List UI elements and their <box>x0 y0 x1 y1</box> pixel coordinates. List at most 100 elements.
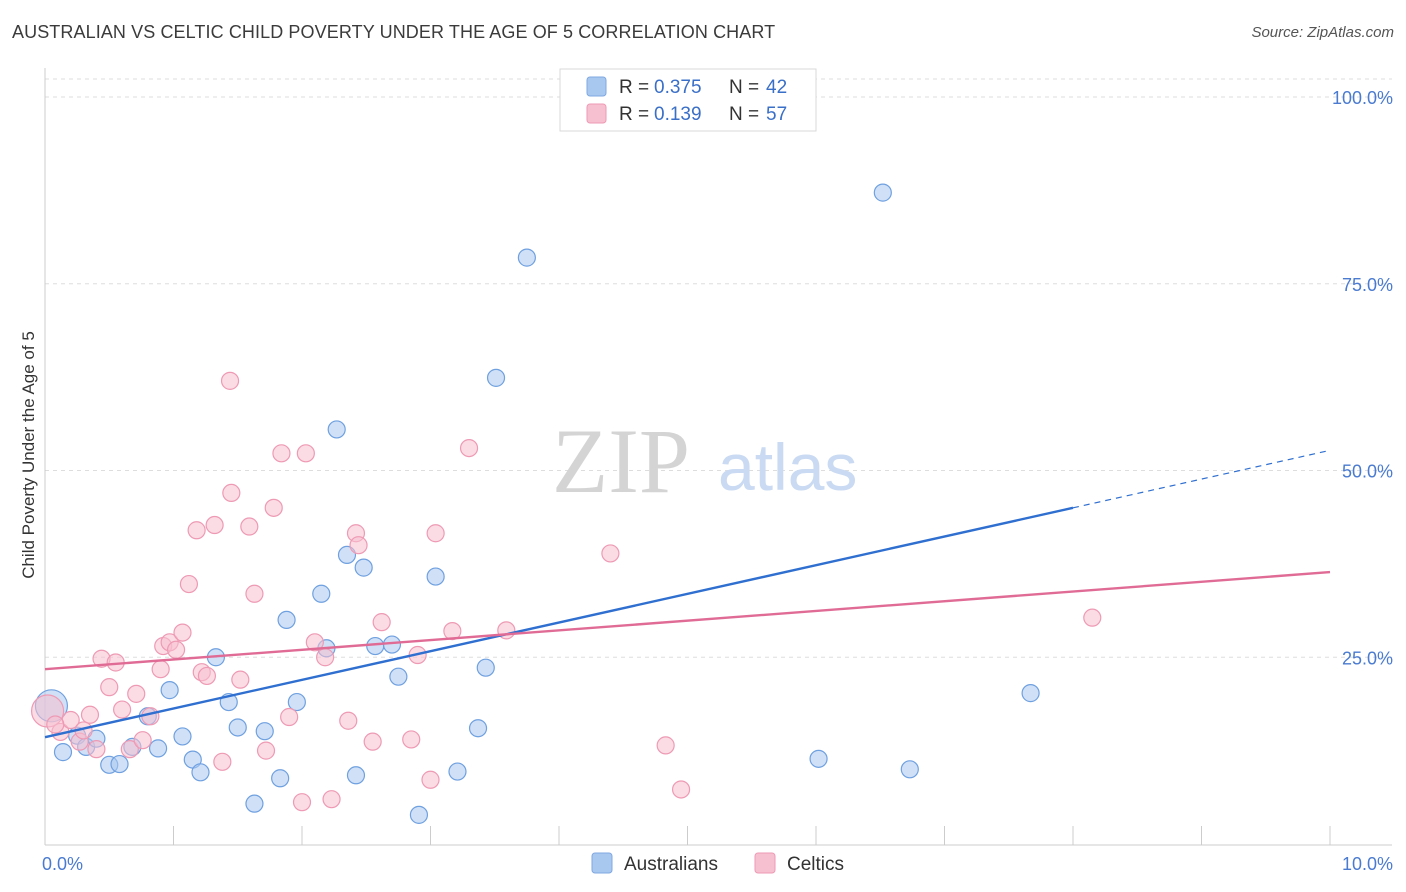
point-celtics <box>245 584 264 603</box>
point-australians <box>873 183 892 202</box>
legend-n-value: 42 <box>766 77 787 98</box>
point-australians <box>389 667 408 686</box>
chart-title: AUSTRALIAN VS CELTIC CHILD POVERTY UNDER… <box>12 22 776 42</box>
point-celtics <box>322 790 341 809</box>
legend-bottom: Australians Celtics <box>591 852 844 875</box>
point-australians <box>173 727 192 746</box>
point-celtics <box>179 574 199 594</box>
point-australians <box>448 762 467 781</box>
point-australians <box>277 610 296 630</box>
x-tick-label-start: 0.0% <box>42 854 83 874</box>
point-celtics <box>372 613 391 632</box>
data-points <box>30 183 1102 824</box>
point-australians <box>160 681 179 700</box>
point-celtics <box>426 524 445 543</box>
legend-top: R = 0.375 N = 42 R = 0.139 N = 57 <box>559 68 817 132</box>
point-australians <box>900 760 919 779</box>
point-celtics <box>272 444 291 463</box>
point-australians <box>255 722 274 741</box>
point-australians <box>354 558 373 577</box>
bottom-legend-label: Australians <box>624 854 718 875</box>
point-celtics <box>205 515 224 535</box>
point-celtics <box>264 498 283 517</box>
point-celtics <box>231 670 250 689</box>
point-celtics <box>402 730 421 749</box>
point-celtics <box>173 623 192 642</box>
point-australians <box>346 766 366 785</box>
y-tick-label: 25.0% <box>1342 648 1393 668</box>
trend-line-australians <box>44 506 1074 739</box>
point-celtics <box>296 444 315 463</box>
legend-r-value: 0.375 <box>654 77 702 98</box>
point-celtics <box>305 633 324 652</box>
point-celtics <box>601 544 620 563</box>
trend-line-australians-extension <box>1072 449 1331 509</box>
point-australians <box>271 769 290 788</box>
point-celtics <box>363 732 382 751</box>
point-celtics <box>222 483 241 503</box>
point-australians <box>476 658 495 677</box>
point-celtics <box>46 715 65 734</box>
point-australians <box>287 692 306 712</box>
point-celtics <box>187 521 206 540</box>
legend-n-label: N = <box>729 104 759 125</box>
point-celtics <box>220 371 240 390</box>
point-celtics <box>656 736 675 755</box>
point-australians <box>517 248 536 267</box>
source-label: Source: ZipAtlas.com <box>1251 24 1394 41</box>
point-celtics <box>127 684 146 703</box>
bottom-legend-swatch <box>754 852 776 874</box>
point-australians <box>53 743 73 762</box>
point-australians <box>426 567 445 586</box>
y-tick-label: 100.0% <box>1332 88 1393 108</box>
y-tick-label: 50.0% <box>1342 462 1393 482</box>
point-australians <box>486 368 506 387</box>
point-australians <box>809 749 828 768</box>
x-tick-label-end: 10.0% <box>1342 854 1393 874</box>
point-celtics <box>256 741 276 760</box>
point-celtics <box>112 700 132 719</box>
point-australians <box>312 584 331 603</box>
point-australians <box>191 763 210 782</box>
point-australians <box>337 545 357 565</box>
point-celtics <box>133 731 152 750</box>
bottom-legend-label: Celtics <box>787 854 844 875</box>
point-celtics <box>87 740 106 759</box>
point-celtics <box>166 640 186 659</box>
point-celtics <box>240 517 259 536</box>
point-celtics <box>100 678 119 697</box>
point-celtics <box>141 707 160 726</box>
bottom-legend-swatch <box>591 852 613 874</box>
legend-swatch <box>586 76 607 97</box>
point-australians <box>327 420 346 439</box>
point-celtics <box>292 793 312 812</box>
point-celtics <box>197 666 217 686</box>
point-australians <box>110 754 129 774</box>
point-australians <box>228 718 247 737</box>
point-australians <box>148 739 168 758</box>
point-celtics <box>339 711 358 730</box>
legend-r-label: R = <box>619 77 649 98</box>
point-celtics <box>151 660 170 679</box>
point-australians <box>468 719 488 738</box>
trend-lines <box>44 449 1331 739</box>
point-australians <box>245 794 264 813</box>
y-tick-label: 75.0% <box>1342 275 1393 295</box>
point-celtics <box>349 536 368 555</box>
trend-line-celtics <box>44 570 1331 671</box>
point-celtics <box>213 752 232 771</box>
watermark: ZIP atlas <box>552 410 857 512</box>
point-australians <box>409 805 429 824</box>
legend-swatch <box>586 103 607 124</box>
point-celtics <box>120 740 139 759</box>
point-celtics <box>280 707 299 727</box>
y-axis-label: Child Poverty Under the Age of 5 <box>19 331 38 579</box>
tick-labels: 25.0% 50.0% 75.0% 100.0% 0.0% 10.0% <box>42 88 1393 874</box>
point-australians <box>366 636 385 656</box>
point-celtics <box>1083 608 1102 627</box>
legend-r-value: 0.139 <box>654 104 702 125</box>
point-australians <box>1021 684 1040 703</box>
point-celtics <box>671 780 691 799</box>
watermark-zip: ZIP <box>552 410 690 512</box>
point-celtics <box>459 438 479 458</box>
